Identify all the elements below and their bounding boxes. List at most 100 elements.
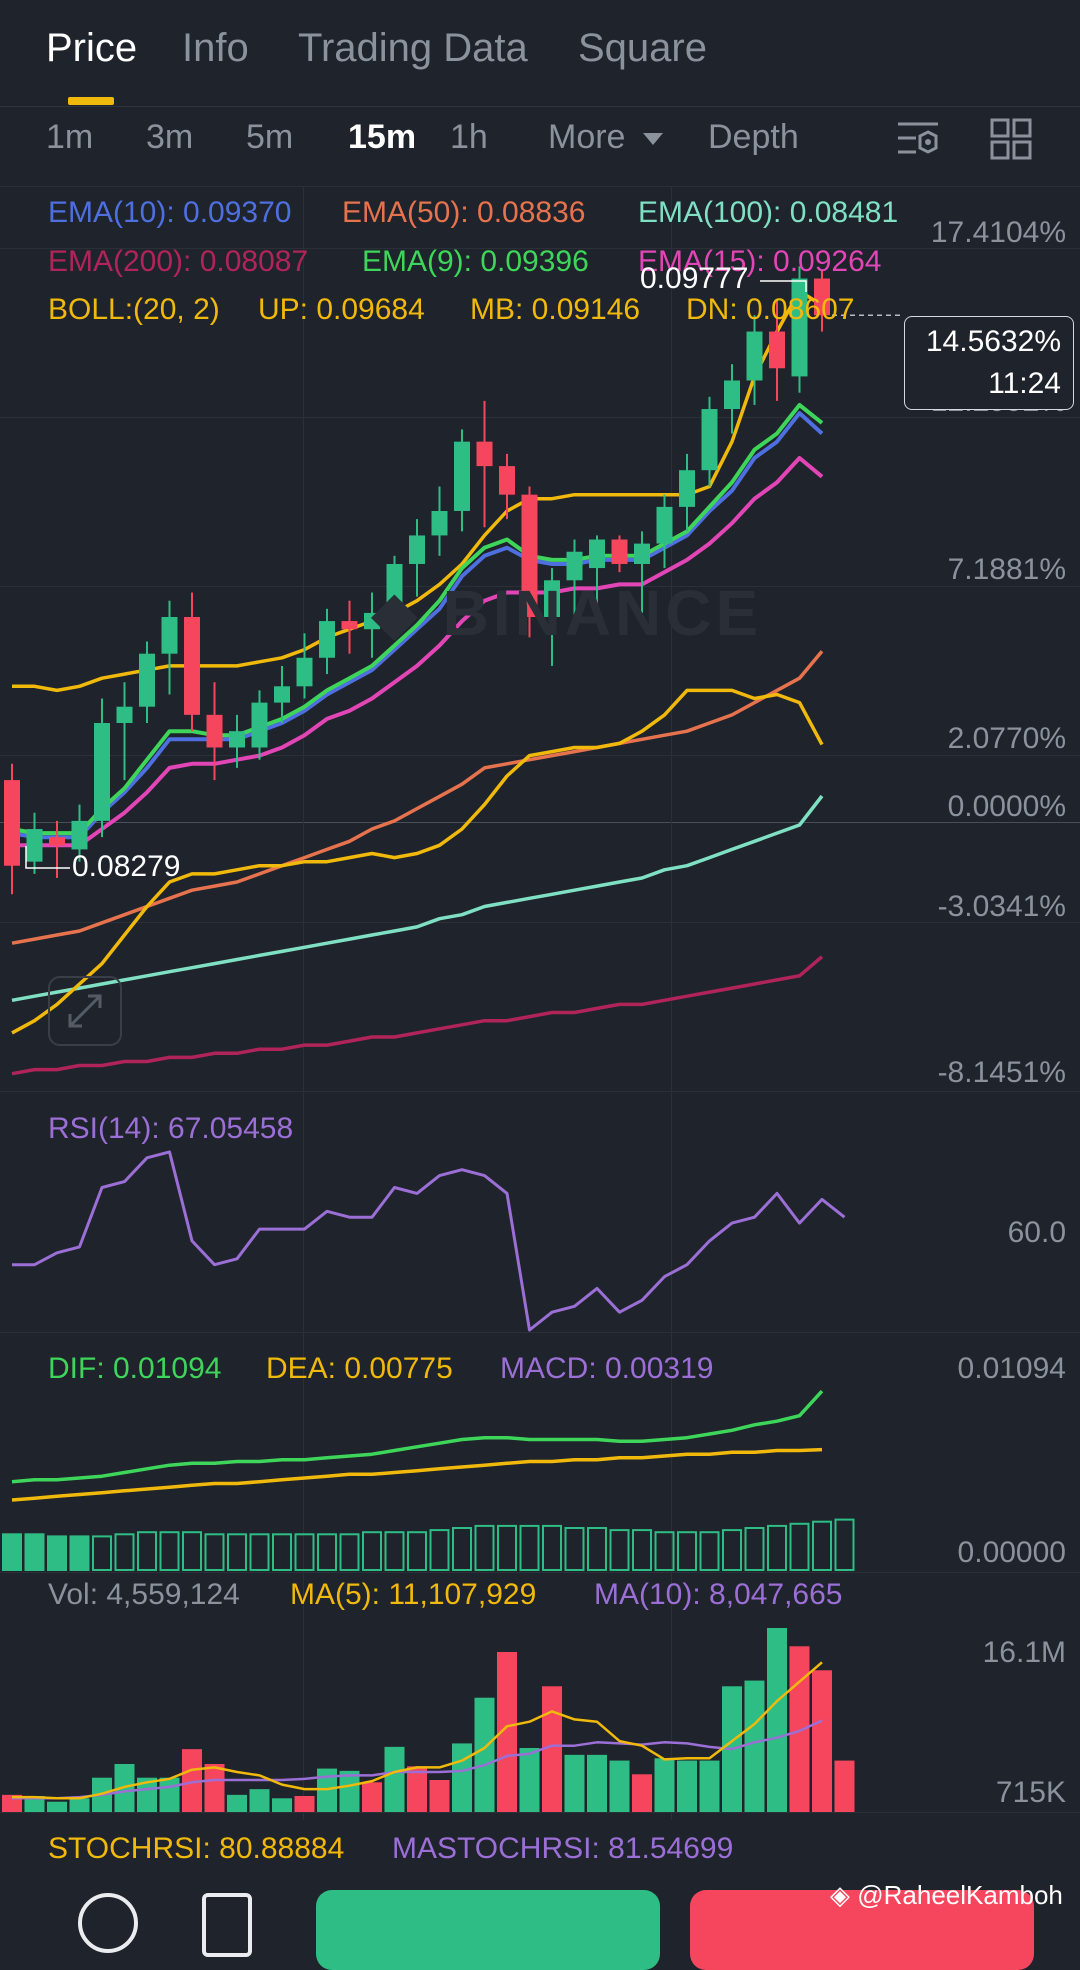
macd-legend: MACD: 0.00319 — [500, 1352, 714, 1385]
timeframe-more[interactable]: More — [548, 118, 663, 157]
ema50-legend: EMA(50): 0.08836 — [342, 196, 586, 229]
candle-countdown: 11:24 — [988, 367, 1061, 400]
candle-body — [184, 616, 200, 715]
grid-line — [0, 1572, 1080, 1573]
fullscreen-button[interactable] — [48, 976, 122, 1046]
candle-body — [296, 657, 313, 687]
macd-histogram-bar — [519, 1524, 540, 1572]
dif-line — [11, 1389, 824, 1484]
macd-histogram-bar — [294, 1533, 315, 1572]
candle-body — [499, 466, 515, 495]
candle-body — [521, 494, 538, 617]
candle-body — [724, 380, 740, 410]
volume-bar — [272, 1798, 292, 1812]
timeframe-15m[interactable]: 15m — [348, 118, 417, 156]
orders-icon[interactable] — [202, 1893, 252, 1957]
volume-bar — [564, 1754, 585, 1812]
candle-body — [476, 441, 493, 467]
grid-line — [0, 1812, 1080, 1813]
candle-body — [791, 278, 808, 377]
current-price-tag[interactable]: 14.5632% 11:24 — [904, 316, 1074, 410]
exchange-watermark-logo: ⬥ BINANCE — [372, 577, 763, 649]
volume-bar — [812, 1670, 832, 1812]
ema100-line — [11, 794, 824, 1003]
candle-body — [769, 331, 785, 369]
macd-histogram-bar — [834, 1518, 855, 1571]
dif-legend: DIF: 0.01094 — [48, 1352, 222, 1385]
volume-bar — [384, 1746, 405, 1812]
candle-body — [206, 714, 223, 748]
volume-ma10-line — [12, 1719, 823, 1800]
macd-histogram-bar — [384, 1531, 405, 1571]
macd-histogram-bar — [114, 1533, 135, 1572]
grid-layout-icon[interactable] — [990, 118, 1032, 160]
volume-ma5-line — [12, 1661, 823, 1800]
indicator-settings-icon[interactable] — [896, 118, 940, 162]
volume-bar — [474, 1697, 495, 1812]
axis-label: 17.4104% — [930, 216, 1066, 249]
macd-histogram-bar — [677, 1531, 697, 1571]
tab-depth[interactable]: Depth — [708, 118, 799, 156]
volume-bar — [677, 1760, 697, 1812]
tab-price[interactable]: Price — [46, 26, 138, 70]
volume-bar — [24, 1796, 45, 1812]
author-watermark: ◈ @RaheelKamboh — [830, 1880, 1063, 1911]
volume-bar — [834, 1760, 855, 1812]
macd-histogram-bar — [812, 1520, 832, 1571]
watermark-text: @RaheelKamboh — [857, 1880, 1063, 1910]
macd-histogram-bar — [654, 1531, 675, 1571]
macd-histogram-bar — [137, 1531, 157, 1571]
timeframe-1m[interactable]: 1m — [46, 118, 94, 156]
low-leader-line — [25, 846, 70, 869]
macd-histogram-bar — [722, 1529, 742, 1571]
timeframe-1h[interactable]: 1h — [450, 118, 488, 156]
more-options-icon[interactable] — [78, 1893, 138, 1953]
candle-body — [251, 702, 268, 748]
ema10-legend: EMA(10): 0.09370 — [48, 196, 292, 229]
volume-bar — [362, 1782, 382, 1812]
ema9-line — [11, 403, 824, 836]
tab-info[interactable]: Info — [182, 26, 249, 70]
candle-body — [409, 535, 425, 564]
macd-histogram-bar — [47, 1535, 67, 1572]
candle-body — [139, 653, 155, 707]
more-label: More — [548, 118, 626, 156]
volume-bar — [542, 1686, 562, 1812]
active-tab-indicator — [68, 97, 114, 105]
ema100-legend: EMA(100): 0.08481 — [638, 196, 899, 229]
macd-histogram-bar — [699, 1531, 720, 1571]
candle-body — [364, 612, 380, 630]
grid-line — [0, 417, 1080, 418]
boll-up-legend: UP: 0.09684 — [258, 293, 425, 326]
macd-histogram-bar — [159, 1531, 180, 1571]
candle-body — [679, 470, 695, 507]
volume-bar — [587, 1754, 607, 1812]
macd-histogram-bar — [587, 1527, 607, 1571]
volume-bar — [339, 1770, 360, 1812]
grid-line — [0, 1332, 1080, 1333]
macd-histogram-bar — [227, 1533, 247, 1572]
ema15-line — [12, 456, 824, 848]
tab-square[interactable]: Square — [578, 26, 707, 70]
grid-line-vertical — [303, 186, 304, 1820]
tab-trading-data[interactable]: Trading Data — [298, 26, 528, 70]
ema50-line — [11, 650, 824, 945]
dea-line — [11, 1447, 823, 1502]
macd-histogram-bar — [204, 1533, 225, 1572]
boll-dn-legend: DN: 0.08607 — [686, 293, 855, 326]
volume-bar — [182, 1749, 202, 1812]
price-chart[interactable] — [0, 0, 1080, 1923]
buy-button[interactable] — [316, 1890, 660, 1970]
candle-body — [94, 723, 110, 821]
high-leader-line — [760, 280, 807, 292]
timeframe-3m[interactable]: 3m — [146, 118, 194, 156]
macd-histogram-bar — [339, 1533, 360, 1572]
macd-histogram-bar — [317, 1533, 337, 1572]
timeframe-5m[interactable]: 5m — [246, 118, 294, 156]
volume-bar — [609, 1760, 630, 1812]
grid-line — [0, 248, 1080, 249]
dea-legend: DEA: 0.00775 — [266, 1352, 453, 1385]
boll-legend: BOLL:(20, 2) — [48, 293, 220, 326]
macd-histogram-bar — [69, 1535, 90, 1572]
macd-histogram-bar — [407, 1531, 427, 1571]
